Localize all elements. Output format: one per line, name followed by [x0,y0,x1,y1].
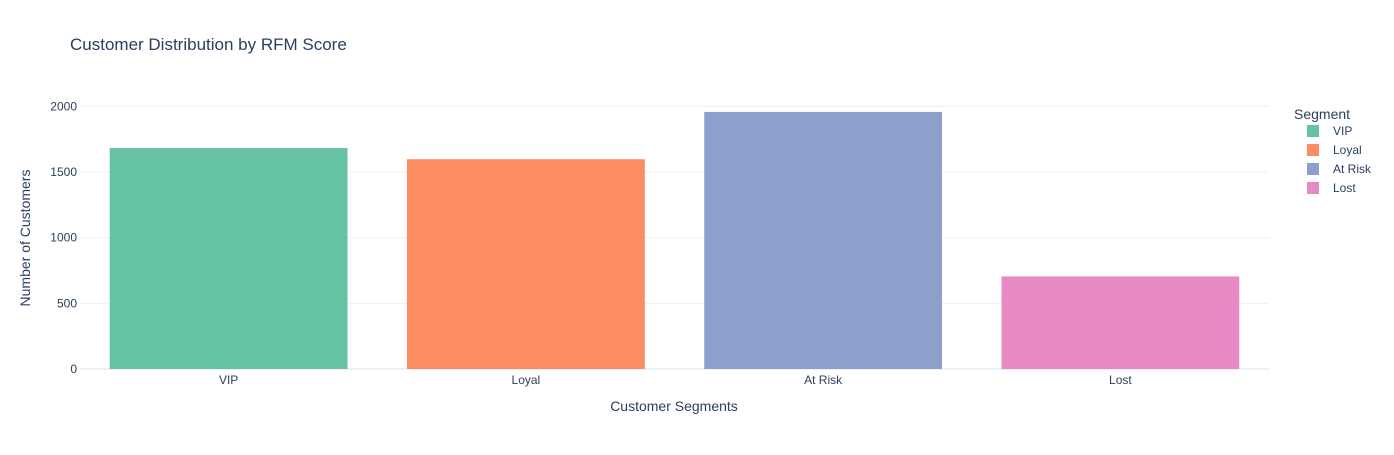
y-tick-label: 1500 [50,165,77,179]
legend-item-at-risk[interactable]: At Risk [1307,162,1372,176]
legend: Segment VIP Loyal At Risk Lost [1294,106,1372,195]
legend-swatch [1307,163,1319,175]
y-tick-label: 2000 [50,99,77,113]
x-tick-label: VIP [219,373,238,387]
chart-title: Customer Distribution by RFM Score [70,35,347,54]
legend-item-loyal[interactable]: Loyal [1307,143,1362,157]
x-tick-label: Lost [1109,373,1132,387]
legend-label: Lost [1333,181,1356,195]
x-tick-label: Loyal [512,373,541,387]
bar-lost[interactable] [1001,276,1240,369]
y-tick-label: 1000 [50,231,77,245]
bar-vip[interactable] [109,148,348,369]
legend-items: VIP Loyal At Risk Lost [1307,124,1372,195]
legend-swatch [1307,144,1319,156]
legend-swatch [1307,125,1319,137]
legend-label: VIP [1333,124,1352,138]
legend-label: Loyal [1333,143,1362,157]
legend-item-lost[interactable]: Lost [1307,181,1356,195]
x-tick-label: At Risk [804,373,843,387]
y-tick-label: 0 [70,362,77,376]
legend-title: Segment [1294,106,1350,122]
legend-label: At Risk [1333,162,1372,176]
y-axis-title: Number of Customers [17,170,33,307]
y-axis-ticks: 0 500 1000 1500 2000 [50,99,77,376]
bars [109,111,1240,370]
legend-item-vip[interactable]: VIP [1307,124,1352,138]
bar-loyal[interactable] [406,159,645,369]
x-axis-title: Customer Segments [610,398,738,414]
y-tick-label: 500 [57,296,77,310]
bar-at-risk[interactable] [704,111,943,370]
x-axis-ticks: VIP Loyal At Risk Lost [219,373,1132,387]
legend-swatch [1307,182,1319,194]
